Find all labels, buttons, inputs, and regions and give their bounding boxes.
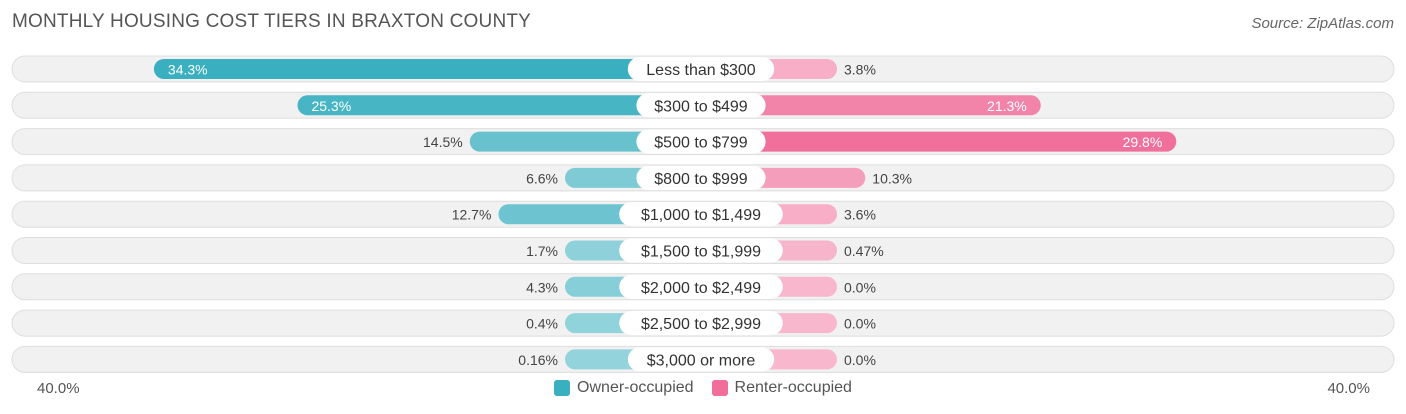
category-label: $500 to $799 — [654, 135, 748, 152]
legend-swatch-renter — [711, 380, 728, 396]
category-label: $2,500 to $2,999 — [641, 316, 761, 333]
renter-bar — [691, 131, 1177, 152]
category-pill — [627, 347, 775, 372]
axis-left-label: 40.0% — [37, 380, 80, 397]
category-label: Less than $300 — [646, 62, 756, 79]
renter-value-label: 29.8% — [1123, 134, 1163, 150]
chart-title: MONTHLY HOUSING COST TIERS IN BRAXTON CO… — [12, 11, 532, 32]
owner-value-label: 34.3% — [168, 62, 208, 78]
category-pill — [619, 311, 783, 336]
category-pill — [627, 57, 775, 81]
legend-swatch-owner — [554, 380, 571, 396]
legend-item-owner: Owner-occupied — [554, 379, 694, 397]
source-label: Source: ZipAtlas.com — [1251, 15, 1394, 32]
legend-label-owner: Owner-occupied — [577, 379, 694, 396]
legend-item-renter: Renter-occupied — [711, 379, 852, 397]
renter-value-label: 21.3% — [987, 98, 1027, 114]
legend-label-renter: Renter-occupied — [734, 379, 852, 396]
category-pill — [619, 202, 783, 227]
owner-value-label: 0.4% — [526, 316, 558, 332]
renter-value-label: 0.0% — [844, 316, 876, 332]
owner-value-label: 1.7% — [526, 243, 558, 259]
renter-value-label: 10.3% — [872, 170, 912, 186]
diverging-bar-chart: Less than $300 34.3% 3.8% $300 to $499 25.3%… — [11, 55, 1395, 373]
category-label: $800 to $999 — [654, 171, 748, 188]
renter-value-label: 3.6% — [844, 207, 876, 223]
renter-value-label: 0.0% — [844, 279, 876, 295]
category-pill — [619, 238, 783, 263]
category-pill — [636, 93, 766, 118]
owner-value-label: 6.6% — [526, 170, 558, 186]
owner-value-label: 12.7% — [452, 207, 492, 223]
owner-value-label: 0.16% — [518, 352, 558, 368]
owner-value-label: 4.3% — [526, 279, 558, 295]
category-label: $1,500 to $1,999 — [641, 244, 761, 261]
axis-right-label: 40.0% — [1327, 380, 1370, 397]
category-label: $300 to $499 — [654, 98, 748, 115]
category-pill — [619, 274, 783, 299]
owner-bar — [297, 95, 711, 116]
owner-bar — [153, 59, 712, 79]
category-label: $3,000 or more — [647, 352, 756, 369]
renter-bar — [691, 95, 1041, 116]
owner-value-label: 14.5% — [423, 134, 463, 150]
category-pill — [636, 129, 766, 154]
legend: Owner-occupied Renter-occupied — [0, 379, 1406, 397]
renter-value-label: 3.8% — [844, 62, 876, 78]
renter-value-label: 0.0% — [844, 352, 876, 368]
category-pill — [636, 165, 766, 190]
category-label: $2,000 to $2,499 — [641, 280, 761, 297]
renter-value-label: 0.47% — [844, 243, 884, 259]
category-label: $1,000 to $1,499 — [641, 207, 761, 224]
owner-value-label: 25.3% — [311, 98, 351, 114]
